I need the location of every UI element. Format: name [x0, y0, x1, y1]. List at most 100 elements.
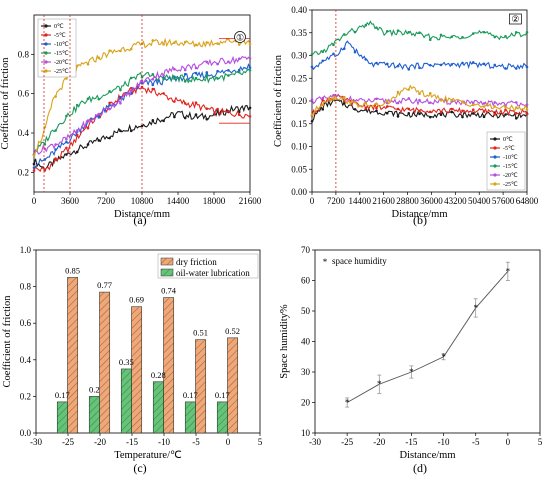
- series-point: [216, 69, 219, 73]
- series-point: [183, 72, 187, 76]
- y-tick-label: 0.00: [291, 187, 307, 197]
- series-point: *: [441, 352, 446, 362]
- panel-letter: (b): [413, 213, 427, 227]
- series-point: [364, 23, 368, 27]
- y-tick-label: 0.8: [20, 282, 32, 292]
- series-point: [173, 100, 176, 103]
- bar: [67, 277, 79, 434]
- series-point: [43, 168, 47, 172]
- x-tick-label: -20: [373, 437, 385, 447]
- series-point: [493, 35, 497, 39]
- x-tick-label: 7200: [327, 196, 346, 206]
- series-point: [439, 33, 443, 37]
- series-point: [310, 119, 314, 123]
- series-point: [525, 103, 529, 106]
- legend-label: dry friction: [176, 257, 217, 267]
- series-point: [461, 115, 464, 119]
- series-point: [119, 49, 122, 53]
- series-point: [32, 162, 36, 166]
- series-point: [108, 107, 111, 111]
- bar-value-label: 0.51: [193, 328, 208, 338]
- series-point: [493, 63, 497, 67]
- panel-letter: (c): [133, 461, 146, 475]
- y-tick-label: 0.15: [291, 119, 307, 129]
- series-point: [342, 47, 346, 50]
- series-point: [514, 106, 518, 109]
- series-point: [227, 60, 230, 63]
- series-point: [151, 73, 155, 76]
- series-point: [237, 57, 241, 60]
- series-point: [428, 101, 432, 104]
- series-point: [237, 70, 241, 74]
- series-point: [407, 111, 411, 115]
- series-point: [248, 57, 252, 60]
- series-point: [525, 113, 529, 116]
- x-tick-label: -30: [30, 437, 42, 447]
- x-tick-label: 14400: [167, 196, 190, 206]
- series-point: *: [473, 303, 478, 313]
- series-point: [504, 113, 507, 116]
- series-point: [439, 98, 443, 102]
- legend-label: -10℃: [54, 42, 69, 48]
- chart-panel-2: 0 7200 14400 21600 28800 36000 43200 50400 57600…: [273, 5, 539, 227]
- series-point: [385, 105, 389, 108]
- series-point: [450, 63, 454, 66]
- series-point: [310, 98, 314, 101]
- series-point: [396, 90, 400, 94]
- bar-value-label: 0.35: [119, 357, 134, 367]
- bar-value-label: 0.2: [89, 384, 100, 394]
- series-point: [396, 107, 400, 111]
- bar-value-label: 0.17: [55, 390, 70, 400]
- series-point: [504, 67, 507, 70]
- chart-panel-3: -30 -25 -20 -15 -10 -5 0 5 0.0 0.2 0.4 0.6 0.8 1.0 Tem…: [2, 245, 263, 475]
- bar-value-label: 0.28: [151, 370, 166, 380]
- chart-panel-4: -30 -25 -20 -15 -10 -5 0 5 10 20 30 40 50 60 70 Distanc…: [279, 245, 543, 475]
- x-tick-label: 0: [226, 437, 231, 447]
- series-point: [194, 113, 198, 116]
- series-point: [65, 77, 68, 80]
- series-point: [32, 169, 36, 172]
- series-point: [321, 108, 325, 111]
- series-point: [353, 30, 357, 34]
- bar: [216, 401, 228, 434]
- bar-value-label: 0.77: [97, 280, 112, 290]
- x-tick-label: -30: [309, 437, 321, 447]
- legend-marker: [44, 51, 48, 55]
- x-tick-label: -15: [126, 437, 138, 447]
- marker-circle: [234, 31, 246, 43]
- legend-marker: *: [323, 257, 328, 267]
- y-axis-label: Coefficient of friction: [2, 295, 13, 388]
- series-point: [205, 71, 209, 74]
- series-point: [321, 96, 325, 100]
- y-tick-label: 0.25: [291, 73, 307, 83]
- bar: [88, 396, 100, 434]
- series-point: [248, 115, 252, 118]
- series-point: [385, 99, 389, 103]
- series-point: [428, 38, 432, 42]
- series-point: [514, 31, 518, 34]
- series-point: [129, 47, 133, 51]
- series-point: [321, 103, 325, 107]
- series-point: [205, 60, 209, 64]
- y-tick-label: 60: [301, 276, 311, 286]
- series-point: [525, 65, 529, 69]
- series-point: [216, 42, 219, 45]
- bar: [120, 368, 132, 434]
- x-tick-label: 21600: [239, 196, 262, 206]
- series-point: *: [345, 398, 350, 408]
- series-point: [97, 97, 101, 101]
- x-tick-label: 64800: [516, 196, 539, 206]
- series-point: [183, 68, 187, 72]
- series-point: [216, 62, 219, 66]
- series-point: [75, 64, 79, 68]
- series-point: [493, 113, 497, 116]
- y-tick-label: 0.40: [291, 5, 307, 15]
- series-point: [162, 74, 165, 77]
- legend-swatch: [160, 257, 174, 266]
- series-point: [183, 40, 187, 44]
- series-point: [151, 118, 155, 122]
- y-tick-label: 1.0: [20, 245, 32, 255]
- series-point: [86, 143, 90, 146]
- y-tick-label: 10: [301, 428, 311, 438]
- panel-letter: (d): [413, 461, 427, 475]
